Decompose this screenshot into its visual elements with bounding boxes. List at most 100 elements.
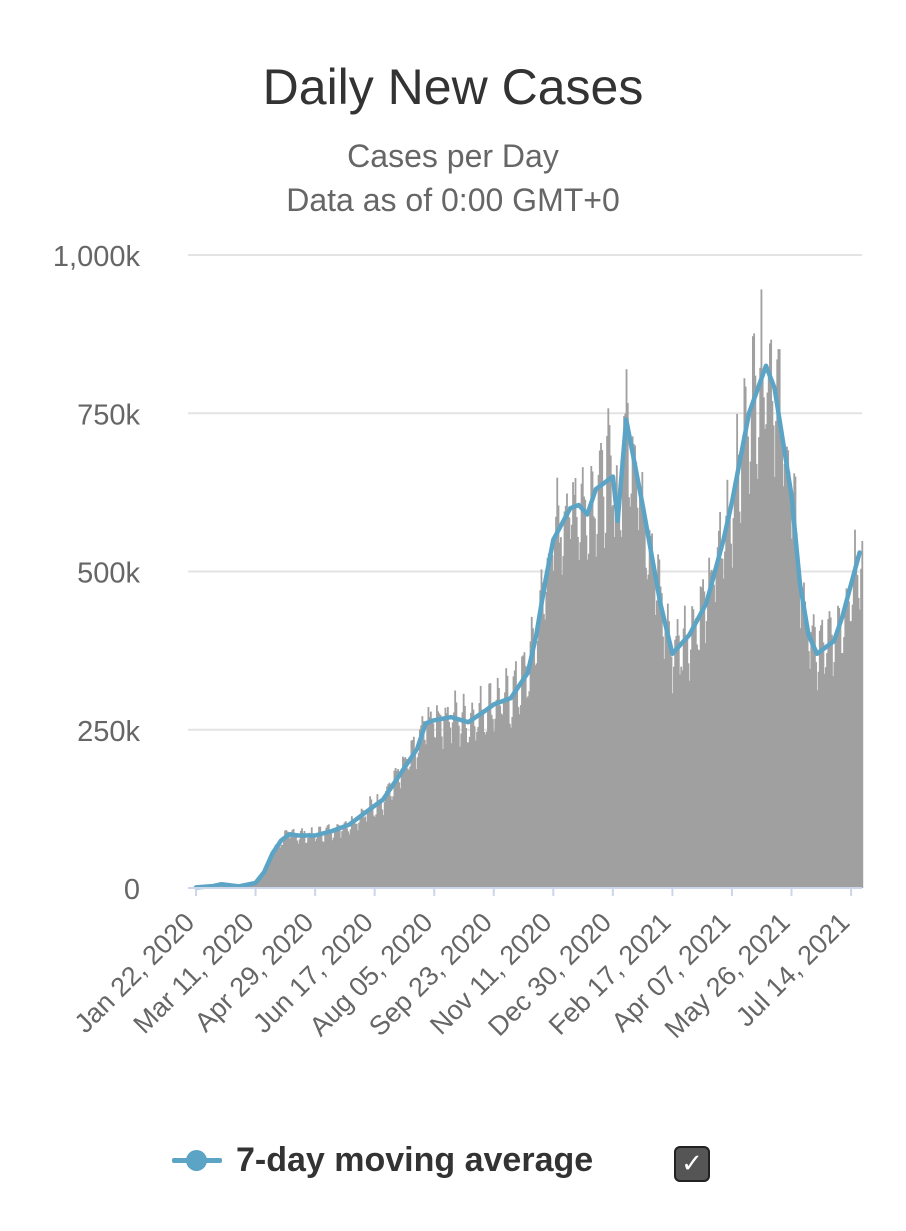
daily-bar — [601, 450, 604, 888]
series-toggle-checkbox[interactable]: ✓ — [674, 1146, 710, 1182]
daily-bar — [818, 630, 821, 888]
daily-bar — [332, 837, 335, 888]
daily-bar — [476, 731, 478, 888]
daily-bar — [484, 734, 487, 888]
daily-bar — [415, 769, 418, 888]
daily-bar — [781, 447, 783, 888]
daily-bar — [296, 840, 299, 888]
daily-bar — [392, 796, 395, 888]
daily-bar — [384, 791, 387, 888]
daily-bar — [371, 804, 374, 888]
daily-bar — [315, 838, 318, 888]
daily-bar — [688, 680, 691, 888]
daily-bar — [837, 605, 839, 888]
daily-bar — [477, 726, 480, 888]
daily-bar — [524, 665, 527, 888]
daily-bar — [694, 618, 697, 888]
daily-bar — [638, 489, 641, 888]
daily-bar — [538, 619, 540, 888]
daily-bar — [663, 658, 666, 888]
daily-bar — [690, 649, 692, 888]
daily-bar — [739, 522, 742, 888]
daily-bar — [637, 530, 640, 888]
daily-bar — [841, 653, 844, 888]
daily-bar — [683, 605, 686, 888]
daily-bar — [448, 721, 450, 888]
daily-bar — [523, 652, 526, 888]
daily-bar — [449, 727, 452, 888]
daily-bar — [595, 556, 598, 888]
daily-bar — [376, 794, 379, 888]
daily-bar — [607, 408, 610, 888]
daily-bar — [820, 625, 822, 888]
daily-bar — [262, 875, 265, 888]
daily-bar — [471, 702, 474, 888]
daily-bar — [626, 402, 629, 888]
daily-bar — [597, 474, 600, 888]
daily-bar — [394, 767, 397, 888]
daily-bar — [822, 642, 825, 888]
daily-bar — [513, 670, 516, 888]
daily-bar — [666, 603, 669, 888]
daily-bar — [302, 833, 305, 888]
daily-bar — [717, 530, 720, 888]
daily-bar — [303, 830, 306, 888]
daily-bar — [512, 676, 515, 888]
daily-bar — [826, 653, 828, 888]
daily-bar — [804, 601, 807, 888]
y-tick-label: 250k — [77, 716, 140, 748]
daily-bar — [559, 537, 562, 888]
daily-bar — [606, 436, 608, 888]
daily-bar — [527, 696, 529, 888]
daily-bar — [585, 535, 588, 888]
daily-bar — [292, 828, 295, 888]
daily-bar — [502, 701, 505, 888]
daily-bar — [286, 831, 289, 888]
daily-bar — [735, 473, 737, 888]
daily-bar — [652, 564, 655, 888]
daily-bar — [426, 724, 429, 888]
daily-bar — [592, 516, 595, 888]
daily-bar — [849, 621, 852, 888]
daily-bar — [845, 588, 848, 888]
daily-bar — [494, 718, 497, 888]
daily-bar — [389, 796, 392, 888]
legend-item-moving-average[interactable]: 7-day moving average — [172, 1132, 593, 1188]
daily-bar — [649, 535, 652, 888]
daily-bar — [549, 550, 551, 888]
daily-bar — [775, 421, 777, 888]
daily-bar — [344, 821, 347, 888]
daily-bar — [602, 496, 605, 888]
daily-bar — [664, 629, 667, 888]
daily-bar — [321, 841, 324, 888]
daily-bar — [677, 635, 680, 888]
daily-bar — [364, 816, 367, 888]
daily-bar — [603, 548, 606, 888]
daily-bar — [285, 830, 288, 888]
daily-bar — [366, 813, 369, 888]
daily-bar — [584, 499, 587, 888]
daily-bar — [623, 415, 626, 888]
daily-bar — [428, 716, 431, 888]
daily-bar — [388, 782, 391, 888]
daily-bar — [507, 697, 510, 888]
daily-bar — [692, 609, 695, 888]
daily-bar — [745, 423, 748, 888]
daily-bar — [335, 828, 337, 888]
daily-bar — [659, 586, 662, 888]
daily-bar — [557, 505, 560, 888]
daily-bar — [726, 479, 729, 888]
daily-bar — [642, 501, 645, 888]
y-tick-label: 500k — [77, 558, 140, 590]
daily-bar — [369, 796, 371, 888]
daily-bar — [770, 339, 773, 888]
daily-bar — [749, 461, 752, 888]
daily-bar — [440, 736, 443, 888]
daily-bar — [453, 712, 455, 888]
daily-bar — [761, 372, 764, 889]
daily-bar — [744, 386, 747, 888]
daily-bar — [530, 616, 533, 888]
daily-bar — [702, 579, 704, 888]
y-tick-label: 0 — [124, 874, 140, 906]
